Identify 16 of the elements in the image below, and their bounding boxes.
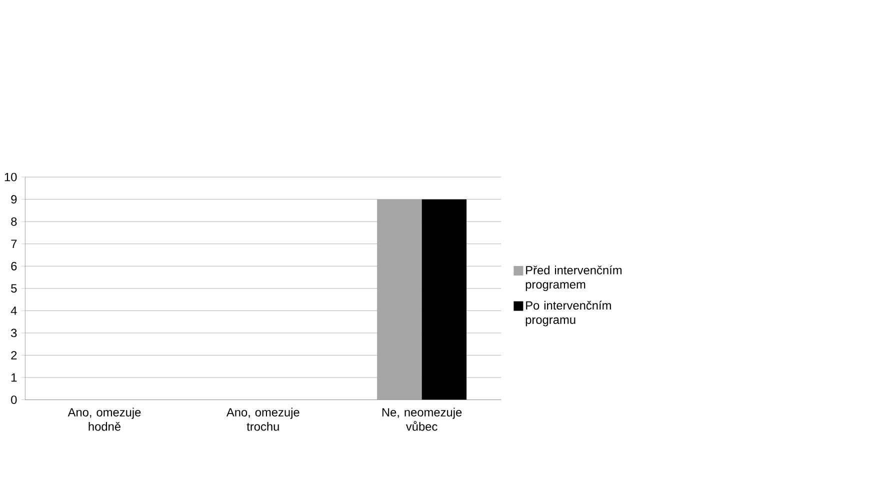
y-tick-label: 0 — [11, 395, 17, 404]
y-tick-label: 4 — [10, 306, 17, 315]
legend-label: Před intervenčním programem — [526, 265, 622, 291]
y-tick-label: 8 — [11, 217, 17, 226]
x-tick-label: Ano, omezuje trochu — [226, 408, 300, 431]
y-tick-label: 3 — [11, 328, 17, 338]
y-tick-label: 9 — [11, 194, 17, 204]
legend-label: Po intervenčním programu — [526, 300, 611, 326]
x-tick-label: Ano, omezuje hodně — [68, 408, 141, 431]
y-tick-label: 2 — [11, 350, 17, 360]
x-tick-label: Ne, neomezuje vůbec — [382, 408, 462, 431]
y-tick-label: 5 — [11, 284, 17, 292]
y-tick-label: 6 — [11, 262, 17, 270]
y-tick-label: 1 — [11, 373, 17, 382]
y-tick-label: 7 — [11, 240, 17, 248]
y-tick-label: 10 — [4, 172, 17, 182]
